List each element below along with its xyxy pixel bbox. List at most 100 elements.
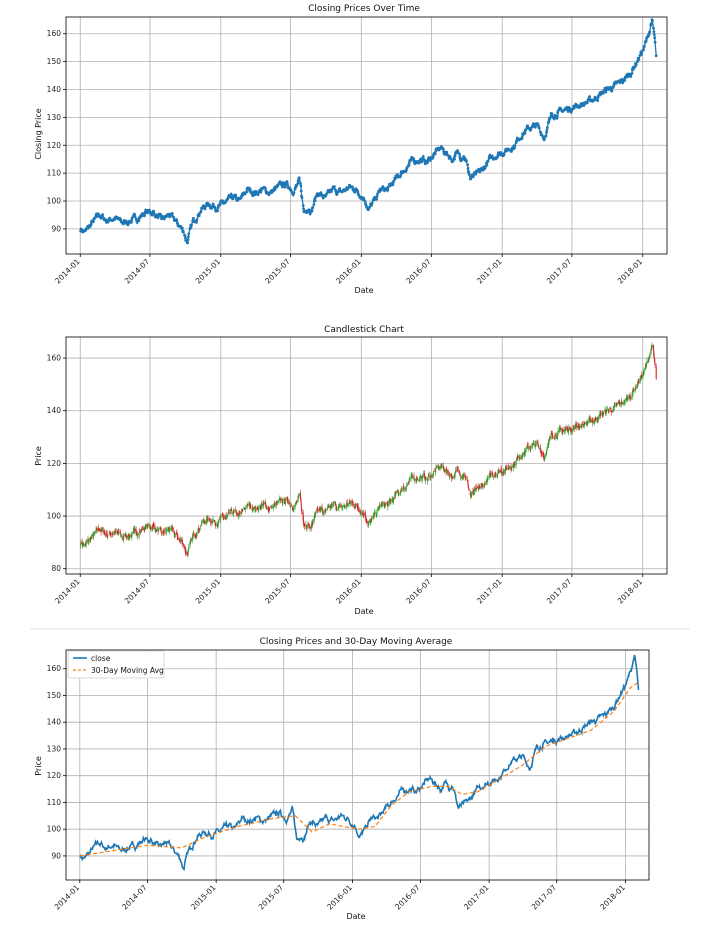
candle-body	[430, 476, 432, 479]
candle-body	[532, 443, 534, 444]
candle-body	[160, 527, 162, 531]
candle-body	[275, 502, 277, 507]
y-axis-label: Closing Price	[34, 108, 43, 159]
candle-body	[644, 366, 646, 370]
data-point	[186, 238, 190, 242]
candle-body	[617, 401, 620, 404]
data-point	[376, 192, 379, 196]
candle-body	[560, 428, 562, 431]
candle-body	[217, 522, 219, 527]
candle-body	[242, 510, 244, 511]
y-tick-label: 120	[47, 459, 62, 468]
candle-body	[642, 373, 645, 374]
candle-body	[277, 500, 279, 503]
candle-body	[352, 503, 354, 506]
candle-body	[604, 409, 606, 412]
candle-body	[587, 421, 589, 424]
candle-body	[632, 390, 635, 392]
candle-body	[128, 534, 130, 537]
candle-body	[576, 425, 578, 428]
candle-body	[579, 425, 581, 428]
candle-body	[305, 525, 307, 527]
candle-body	[196, 533, 198, 537]
data-point	[299, 184, 303, 188]
candle-body	[146, 525, 148, 528]
candle-body	[537, 444, 539, 446]
data-point	[172, 216, 176, 219]
legend-close-label: close	[91, 654, 111, 663]
candle-body	[181, 541, 183, 542]
candle-body	[99, 529, 101, 531]
candle-body	[93, 532, 96, 534]
data-point	[533, 125, 537, 129]
legend-box	[67, 650, 165, 679]
candle-body	[177, 536, 179, 538]
candle-body	[152, 527, 154, 531]
candle-body	[599, 415, 601, 417]
candle-body	[570, 431, 573, 432]
candle-body	[279, 497, 281, 499]
candle-body	[243, 508, 245, 510]
candle-body	[540, 450, 542, 454]
candle-body	[326, 507, 328, 510]
candle-body	[297, 497, 299, 500]
candle-body	[557, 432, 559, 436]
candle-body	[539, 447, 541, 452]
candle-body	[413, 479, 415, 480]
data-point	[368, 206, 371, 209]
candle-body	[643, 370, 645, 374]
candle-body	[594, 417, 596, 420]
candle-body	[153, 524, 155, 527]
data-point	[386, 185, 390, 189]
candle-body	[222, 515, 224, 517]
candle-body	[214, 523, 216, 525]
candle-body	[445, 469, 447, 472]
candle-body	[92, 535, 94, 538]
candle-body	[247, 504, 249, 506]
candle-body	[200, 522, 203, 525]
candle-body	[387, 502, 389, 507]
data-point	[101, 213, 104, 217]
candle-body	[470, 492, 472, 497]
candle-body	[368, 522, 370, 524]
candle-body	[410, 477, 412, 479]
candlestick-chart: Candlestick Chart 2014-01 2014-07 2015-01 2…	[34, 325, 668, 616]
candle-body	[459, 472, 461, 475]
candle-body	[424, 479, 426, 481]
candle-body	[481, 483, 483, 485]
candle-body	[376, 514, 378, 516]
data-point	[537, 126, 541, 130]
candle-body	[455, 470, 457, 474]
candle-body	[547, 442, 549, 448]
candle-body	[616, 403, 618, 405]
candle-body	[299, 492, 302, 500]
candle-body	[605, 411, 607, 415]
candle-body	[545, 451, 548, 455]
candle-body	[457, 469, 459, 471]
candle-body	[227, 512, 230, 514]
candle-body	[651, 345, 653, 347]
candle-body	[295, 501, 297, 504]
candle-body	[438, 466, 440, 468]
candle-body	[341, 507, 343, 509]
candle-body	[144, 527, 146, 530]
candle-body	[497, 474, 499, 476]
data-point	[633, 65, 637, 69]
candle-body	[80, 544, 82, 546]
data-point	[89, 223, 93, 227]
candle-body	[241, 509, 243, 510]
data-point	[256, 193, 260, 197]
candle-body	[314, 512, 317, 515]
candle-body	[419, 477, 421, 480]
candle-body	[282, 500, 284, 504]
candle-body	[283, 499, 285, 501]
chart-title: Candlestick Chart	[324, 325, 404, 335]
candle-body	[554, 435, 556, 438]
candle-body	[104, 533, 106, 535]
candle-body	[271, 506, 273, 508]
candle-body	[627, 397, 629, 399]
candle-body	[348, 501, 350, 503]
candle-body	[82, 543, 84, 547]
candle-body	[219, 518, 221, 520]
candle-body	[214, 520, 216, 523]
